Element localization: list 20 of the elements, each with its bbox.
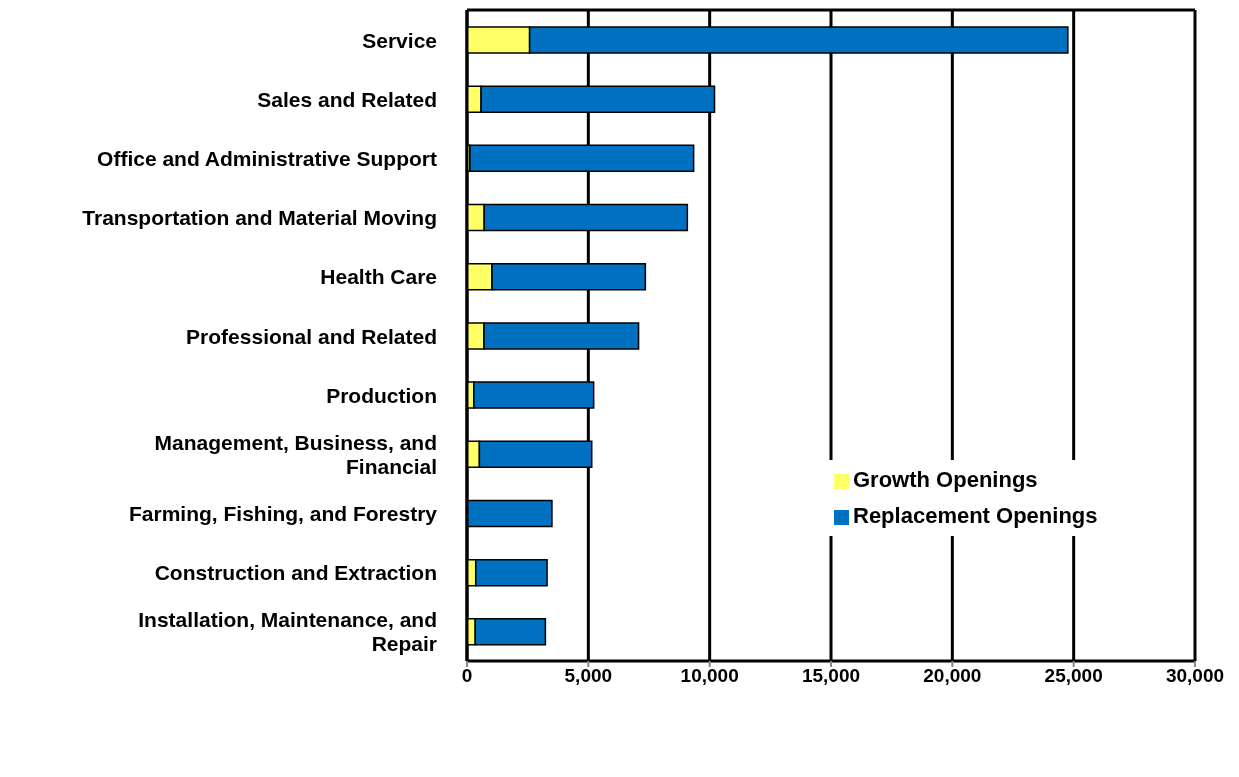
y-tick-label: Professional and Related: [186, 324, 437, 347]
y-tick-label: Health Care: [320, 264, 437, 288]
y-tick-label: Transportation and Material Moving: [82, 205, 437, 229]
y-tick-label: Construction and Extraction: [154, 560, 437, 584]
y-tick-label: Farming, Fishing, and Forestry: [128, 501, 438, 525]
x-tick-label: 30,000: [1165, 665, 1225, 687]
legend-label: Replacement Openings: [853, 503, 1098, 528]
y-tick-label: Office and Administrative Support: [97, 146, 437, 170]
y-tick-label: Production: [326, 383, 437, 407]
y-tick-label: Installation, Maintenance, and Repair: [138, 607, 437, 655]
y-tick-label: Service: [362, 28, 437, 52]
x-tick-label: 0: [461, 665, 473, 687]
y-tick-label: Sales and Related: [257, 87, 437, 111]
x-tick-label: 20,000: [923, 665, 982, 687]
y-tick-label: Management, Business, and Financial: [154, 430, 437, 478]
x-tick-label: 25,000: [1044, 665, 1103, 687]
legend-label: Growth Openings: [853, 467, 1038, 492]
x-tick-label: 5,000: [564, 665, 613, 687]
x-tick-label: 10,000: [680, 665, 739, 687]
x-tick-label: 15,000: [801, 665, 861, 687]
